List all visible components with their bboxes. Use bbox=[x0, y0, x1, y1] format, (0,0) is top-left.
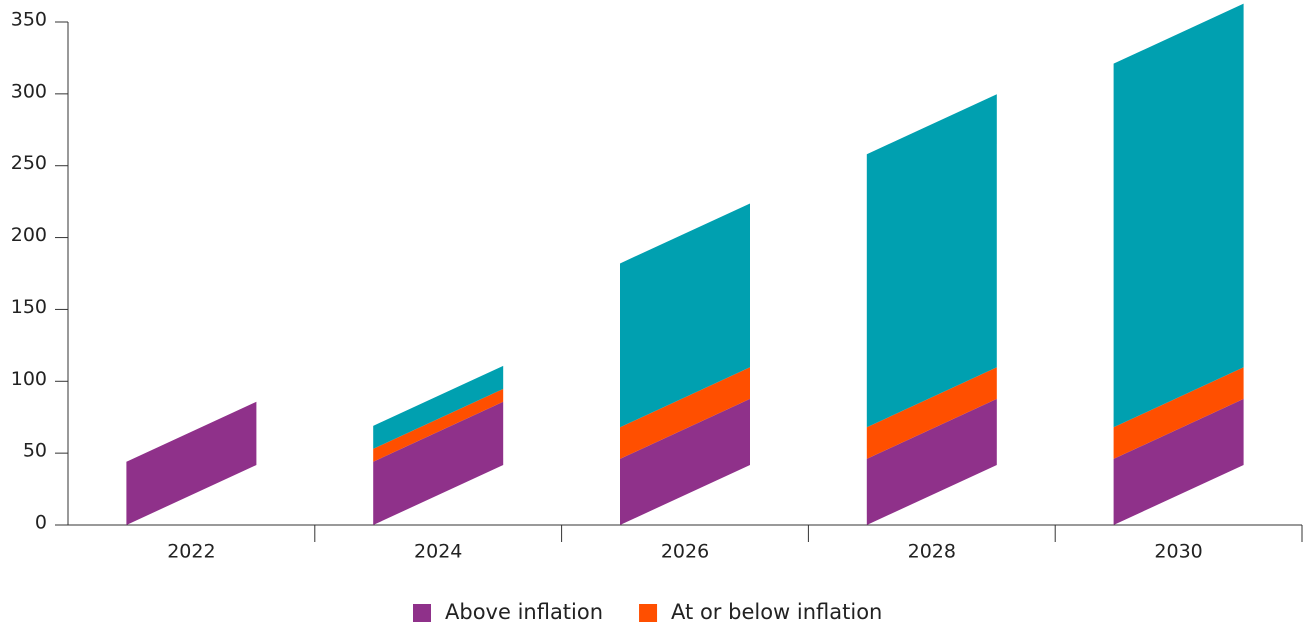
bar-segment bbox=[620, 367, 750, 459]
x-tick-label: 2022 bbox=[167, 541, 215, 563]
x-tick-label: 2030 bbox=[1154, 541, 1202, 563]
x-tick-label: 2028 bbox=[908, 541, 956, 563]
x-tick-label: 2024 bbox=[414, 541, 462, 563]
bar-segment bbox=[620, 398, 750, 525]
legend-label: Above inflation bbox=[445, 600, 603, 624]
bar-segment bbox=[373, 365, 504, 449]
bar-segment bbox=[866, 398, 997, 525]
legend-label: At or below inflation bbox=[671, 600, 882, 624]
legend-swatch bbox=[639, 604, 658, 622]
bar-segment bbox=[373, 388, 504, 462]
bar-segment bbox=[620, 203, 750, 428]
bar-segment bbox=[373, 401, 504, 525]
y-tick-label: 50 bbox=[23, 440, 47, 462]
y-tick-label: 350 bbox=[11, 9, 47, 31]
bar-segment bbox=[1113, 367, 1244, 459]
legend-swatch bbox=[413, 604, 431, 622]
bar-segment bbox=[126, 401, 257, 462]
y-tick-label: 200 bbox=[11, 224, 47, 246]
bar-segment bbox=[866, 367, 997, 459]
y-tick-label: 0 bbox=[35, 512, 47, 534]
bar-segment bbox=[866, 94, 997, 428]
x-tick-label: 2026 bbox=[661, 541, 709, 563]
y-tick-label: 300 bbox=[11, 80, 47, 102]
bar-segment bbox=[1113, 3, 1244, 428]
bar-segment bbox=[126, 401, 257, 525]
y-tick-label: 100 bbox=[11, 368, 47, 390]
y-tick-label: 150 bbox=[11, 296, 47, 318]
y-tick-label: 250 bbox=[11, 152, 47, 174]
bar-segment bbox=[1113, 398, 1244, 525]
